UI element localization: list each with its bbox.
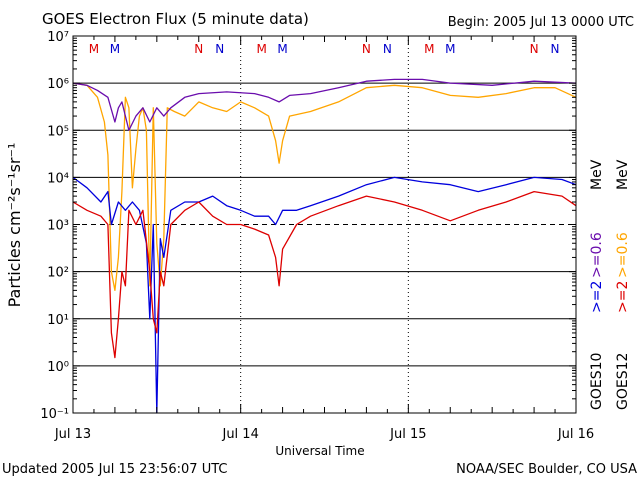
updated-timestamp: Updated 2005 Jul 15 23:56:07 UTC [2,462,227,477]
y-tick-label: 10² [47,266,69,281]
marker-label: N [530,42,539,56]
x-axis-label: Universal Time [275,444,364,458]
marker-label: M [256,42,266,56]
credit-label: NOAA/SEC Boulder, CO USA [456,462,637,477]
marker-label: M [424,42,434,56]
goes12-unit-label: MeV [615,159,631,190]
chart-title: GOES Electron Flux (5 minute data) [42,10,309,28]
y-tick-label: 10⁶ [47,77,69,92]
goes12-label: GOES12 [615,353,631,410]
goes10-unit-label: MeV [589,159,605,190]
goes12-ge2-label: >=2 [615,281,631,313]
series-line [72,78,577,131]
goes12-ge06-label: >=0.6 [615,232,631,278]
y-tick-label: 10⁷ [47,30,69,45]
begin-date-label: Begin: 2005 Jul 13 0000 UTC [448,15,634,30]
goes10-ge2-label: >=2 [589,281,605,313]
y-tick-label: 10⁵ [47,124,69,139]
marker-label: N [383,42,392,56]
marker-label: N [362,42,371,56]
x-tick-label: Jul 16 [557,427,594,442]
marker-label: N [551,42,560,56]
marker-label: N [194,42,203,56]
plot-frame [72,35,577,414]
y-tick-label: 10¹ [47,313,69,328]
x-tick-label: Jul 15 [389,427,426,442]
y-axis-label: Particles cm⁻²s⁻¹sr⁻¹ [5,143,24,308]
y-tick-label: 10³ [47,219,69,234]
right-legend: GOES10 >=2 >=0.6 MeV GOES12 >=2 >=0.6 Me… [589,159,631,410]
marker-label: M [445,42,455,56]
marker-label: M [277,42,287,56]
marker-label: M [89,42,99,56]
goes10-ge06-label: >=0.6 [589,232,605,278]
y-tick-label: 10⁰ [47,360,69,375]
y-tick-label: 10⁻¹ [40,407,69,422]
goes10-label: GOES10 [589,353,605,410]
series-line [72,176,577,414]
marker-label: M [110,42,120,56]
series-line [72,190,577,359]
y-tick-label: 10⁴ [47,171,69,186]
series-line [72,82,577,292]
marker-label: N [215,42,224,56]
x-tick-label: Jul 13 [54,427,91,442]
chart-series [72,78,577,414]
x-tick-label: Jul 14 [221,427,258,442]
